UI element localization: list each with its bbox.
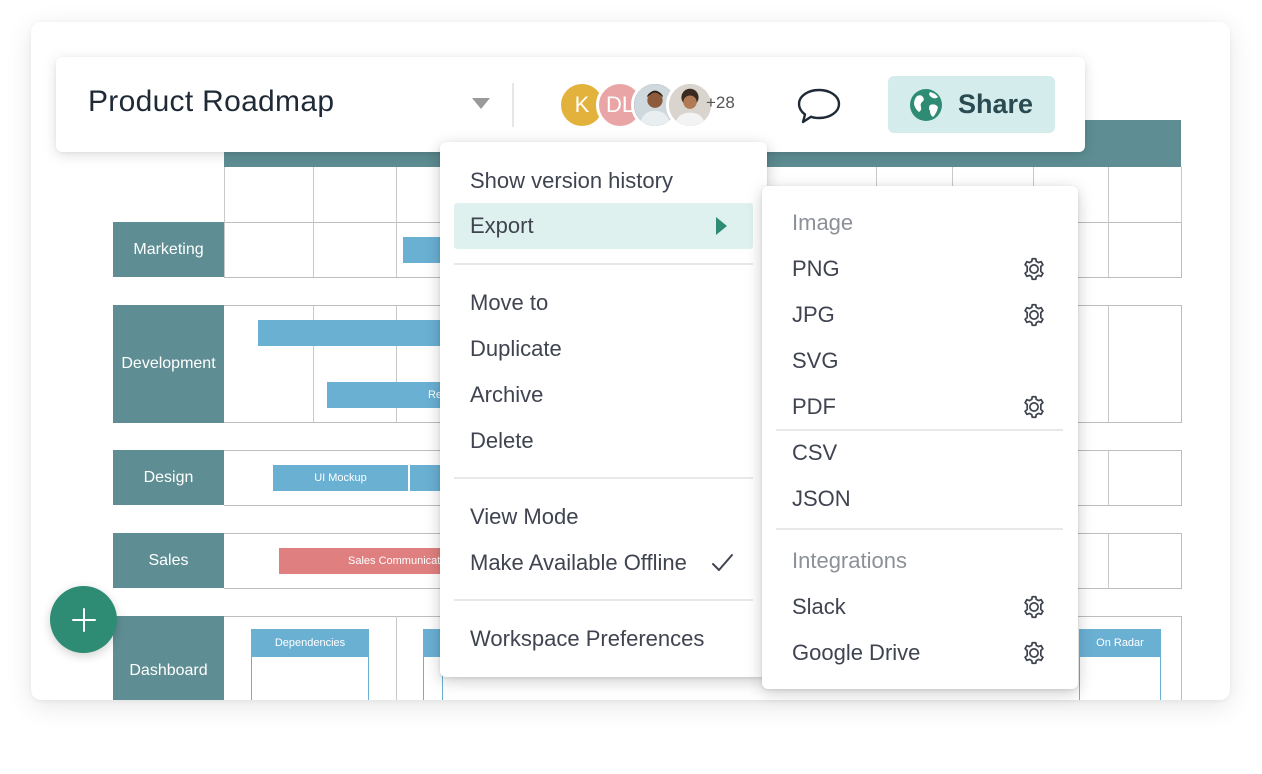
menu-divider [454,263,753,265]
row-gridline [313,305,314,423]
on-radar-column[interactable]: On Radar [1079,629,1161,700]
dependencies-column[interactable]: Dependencies [251,629,369,700]
row-label-marketing[interactable]: Marketing [113,222,224,277]
menu-divider [776,429,1063,431]
avatar[interactable] [666,81,714,129]
row-gridline [1108,533,1109,589]
row-gridline [1108,450,1109,506]
menu-divider [454,599,753,601]
marketing-bar[interactable] [403,237,443,263]
add-button[interactable] [50,586,117,653]
plus-icon [71,607,96,632]
menu-item-export[interactable]: Export [454,203,753,249]
row-label-sales[interactable]: Sales [113,533,224,588]
row-label-dashboard[interactable]: Dashboard [113,616,224,700]
document-toolbar: Product Roadmap K DL +28 Shar [56,57,1085,152]
export-svg[interactable]: SVG [792,348,839,373]
menu-divider [454,477,753,479]
export-google-drive[interactable]: Google Drive [792,640,921,665]
export-slack[interactable]: Slack [792,594,846,619]
export-jpg[interactable]: JPG [792,302,835,327]
menu-divider [776,528,1063,530]
development-bar-1[interactable] [258,320,448,346]
gear-icon[interactable] [1021,302,1047,328]
export-png[interactable]: PNG [792,256,840,281]
export-pdf[interactable]: PDF [792,394,836,419]
ui-mockup-bar[interactable]: UI Mockup [273,465,408,491]
document-context-menu: Show version history Export Move to Dupl… [440,142,767,677]
row-label-development[interactable]: Development [113,305,224,423]
menu-item-show-version-history[interactable]: Show version history [470,168,673,193]
title-dropdown-icon[interactable] [472,98,490,109]
gear-icon[interactable] [1021,594,1047,620]
submenu-heading-image: Image [792,210,854,235]
toolbar-divider [512,83,514,127]
sales-communication-bar[interactable]: Sales Communication [279,548,448,574]
row-gridline [396,305,397,423]
menu-item-workspace-preferences[interactable]: Workspace Preferences [470,626,705,651]
submenu-heading-integrations: Integrations [792,548,907,573]
menu-item-view-mode[interactable]: View Mode [470,504,579,529]
row-gridline [396,616,397,700]
gear-icon[interactable] [1021,394,1047,420]
menu-item-make-available-offline[interactable]: Make Available Offline [470,550,687,575]
menu-item-export-label: Export [470,213,534,238]
dashboard-column[interactable] [423,629,443,700]
row-label-design[interactable]: Design [113,450,224,505]
dependencies-column-header: Dependencies [251,629,369,657]
menu-item-delete[interactable]: Delete [470,428,534,453]
menu-item-duplicate[interactable]: Duplicate [470,336,562,361]
share-button-label: Share [958,89,1034,119]
comment-icon[interactable] [796,87,842,130]
person-photo-icon [669,84,711,126]
more-collaborators-count[interactable]: +28 [706,93,735,112]
development-bar-2[interactable]: Re [327,382,448,408]
dashboard-column-header [423,629,443,657]
document-title[interactable]: Product Roadmap [88,85,335,118]
menu-item-archive[interactable]: Archive [470,382,544,407]
check-icon [712,554,733,571]
share-button[interactable]: Share [888,76,1055,133]
export-json[interactable]: JSON [792,486,851,511]
menu-item-move-to[interactable]: Move to [470,290,549,315]
submenu-arrow-icon [716,217,727,235]
export-submenu: Image PNG JPG SVG PDF CSV JSON Integrati… [762,186,1078,689]
gear-icon[interactable] [1021,256,1047,282]
gear-icon[interactable] [1021,640,1047,666]
globe-icon [910,88,942,121]
row-gridline [1108,305,1109,423]
on-radar-column-header: On Radar [1079,629,1161,657]
export-csv[interactable]: CSV [792,440,838,465]
